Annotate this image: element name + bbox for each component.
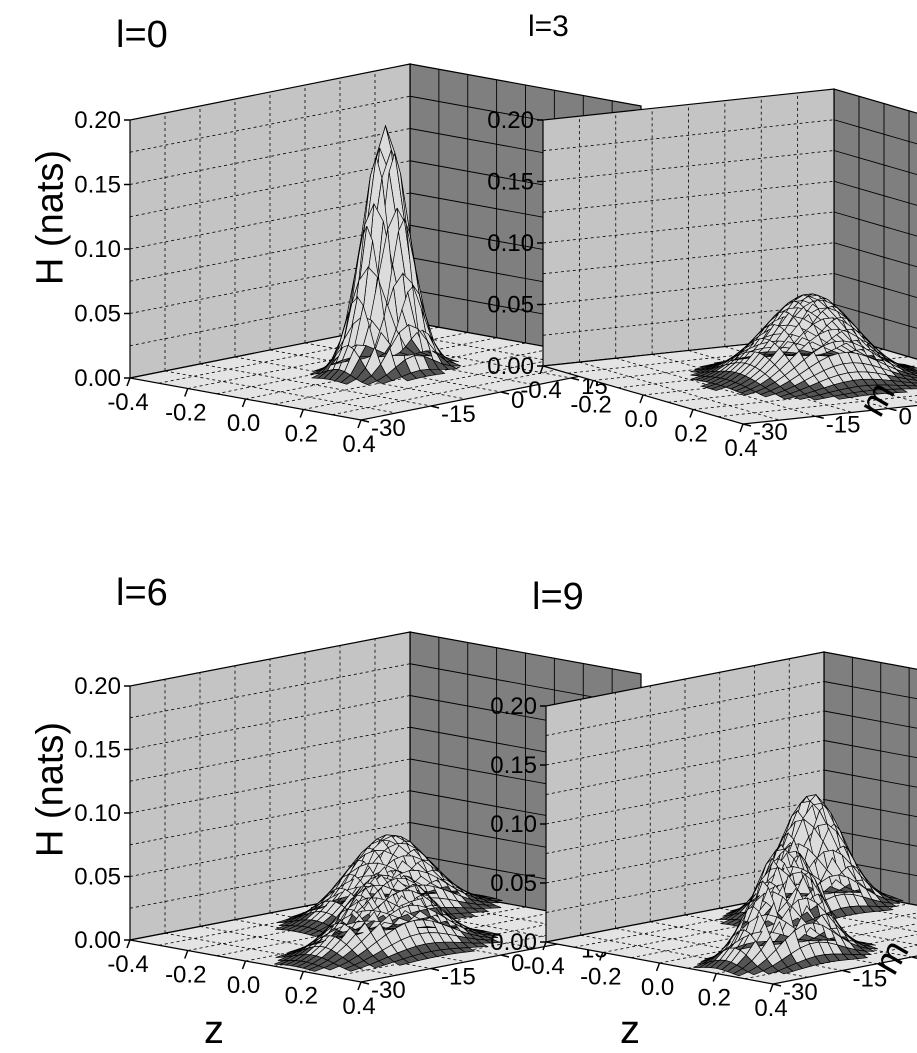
x-tick	[243, 961, 246, 969]
panel-title-l9: l=9	[532, 576, 584, 619]
z-axis-title-bottom-left: H (nats)	[30, 695, 73, 885]
x-tick	[657, 963, 660, 971]
m-tick	[361, 982, 369, 984]
x-tick-label: 0.0	[227, 410, 260, 437]
m-tick	[743, 424, 751, 426]
z-tick-label: 0.05	[74, 301, 121, 328]
z-tick-label: 0.05	[487, 292, 534, 319]
m-tick	[773, 984, 781, 986]
m-tick	[571, 378, 579, 380]
z-tick-label: 0.00	[490, 929, 537, 956]
panel-title-l0: l=0	[116, 14, 168, 57]
x-tick	[690, 410, 693, 418]
m-tick-label: -30	[753, 419, 788, 446]
x-tick	[358, 982, 361, 990]
x-tick-label: -0.4	[107, 389, 148, 416]
x-tick-label: -0.2	[165, 400, 206, 427]
x-tick	[770, 984, 773, 992]
m-tick-label: -15	[441, 964, 476, 991]
m-tick	[816, 416, 824, 418]
panel-title-l3: l=3	[528, 10, 569, 44]
x-tick	[358, 420, 361, 428]
z-tick-label: 0.15	[74, 172, 121, 199]
x-tick-label: 0.2	[674, 421, 707, 448]
z-tick-label: 0.15	[74, 737, 121, 764]
m-tick	[501, 392, 509, 394]
x-axis-title-bottom-right: z	[620, 1008, 640, 1053]
x-tick	[185, 951, 188, 959]
m-tick-label: 0	[899, 404, 912, 431]
m-tick-label: -15	[441, 401, 476, 428]
m-tick	[361, 420, 369, 422]
x-tick-label: -0.4	[107, 951, 148, 978]
x-tick-label: 0.0	[624, 406, 657, 433]
z-tick-label: 0.10	[74, 800, 121, 827]
m-tick-label: -30	[371, 415, 406, 442]
x-tick	[127, 378, 130, 386]
z-axis-title-top-left: H (nats)	[30, 123, 73, 313]
x-tick-label: 0.0	[227, 972, 260, 999]
surface-panel-1: 0.000.050.100.150.20-0.4-0.20.00.20.4301…	[487, 89, 917, 462]
z-tick-label: 0.20	[74, 673, 121, 700]
x-tick-label: -0.4	[523, 953, 564, 980]
z-tick-label: 0.00	[74, 365, 121, 392]
x-tick-label: -0.2	[165, 962, 206, 989]
x-tick	[300, 410, 303, 418]
x-tick	[243, 399, 246, 407]
x-tick-label: 0.2	[285, 983, 318, 1010]
x-tick-label: -0.4	[520, 377, 561, 404]
x-axis-title-bottom-left: z	[204, 1008, 224, 1053]
m-tick-label: -30	[783, 979, 818, 1006]
m-tick	[843, 971, 851, 973]
z-tick-label: 0.10	[74, 236, 121, 263]
z-tick-label: 0.00	[487, 353, 534, 380]
x-tick-label: 0.0	[641, 974, 674, 1001]
m-tick-label: -30	[371, 977, 406, 1004]
x-tick	[740, 424, 743, 432]
z-tick-label: 0.10	[490, 811, 537, 838]
m-tick	[431, 406, 439, 408]
z-tick-label: 0.05	[74, 864, 121, 891]
x-tick-label: 0.2	[698, 985, 731, 1012]
surface-panel-3: 0.000.050.100.150.20-0.4-0.20.00.20.4301…	[490, 652, 917, 1022]
z-tick-label: 0.20	[487, 107, 534, 134]
x-tick	[127, 940, 130, 948]
z-tick-label: 0.10	[487, 230, 534, 257]
panel-title-l6: l=6	[116, 572, 168, 615]
x-tick-label: -0.2	[570, 392, 611, 419]
z-tick-label: 0.20	[74, 107, 121, 134]
x-tick	[300, 972, 303, 980]
z-tick-label: 0.05	[490, 870, 537, 897]
x-tick-label: -0.2	[580, 964, 621, 991]
x-tick-label: 0.2	[285, 421, 318, 448]
x-tick	[713, 974, 716, 982]
x-tick	[185, 389, 188, 397]
z-tick-label: 0.00	[74, 927, 121, 954]
z-tick-label: 0.20	[490, 693, 537, 720]
m-tick-label: -15	[826, 411, 861, 438]
x-tick	[640, 395, 643, 403]
m-tick	[431, 969, 439, 971]
z-tick-label: 0.15	[490, 752, 537, 779]
z-tick-label: 0.15	[487, 169, 534, 196]
